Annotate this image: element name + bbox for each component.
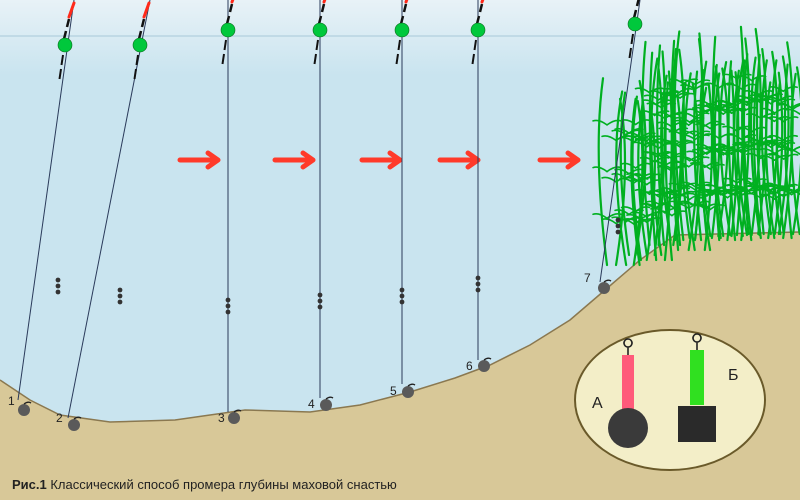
svg-text:4: 4 (308, 397, 315, 411)
svg-text:2: 2 (56, 411, 63, 425)
svg-text:3: 3 (218, 411, 225, 425)
svg-text:А: А (592, 395, 603, 412)
caption-prefix: Рис.1 (12, 477, 47, 492)
svg-text:5: 5 (390, 384, 397, 398)
figure-container: 1 2 3 4 5 6 7 А Б Рис.1 Классический способ пром… (0, 0, 800, 500)
diagram-svg: 1 2 3 4 5 6 7 А Б (0, 0, 800, 500)
svg-text:1: 1 (8, 394, 15, 408)
figure-caption: Рис.1 Классический способ промера глубин… (12, 477, 397, 492)
svg-text:7: 7 (584, 271, 591, 285)
svg-text:Б: Б (728, 367, 739, 384)
svg-text:6: 6 (466, 359, 473, 373)
caption-text: Классический способ промера глубины махо… (47, 477, 397, 492)
